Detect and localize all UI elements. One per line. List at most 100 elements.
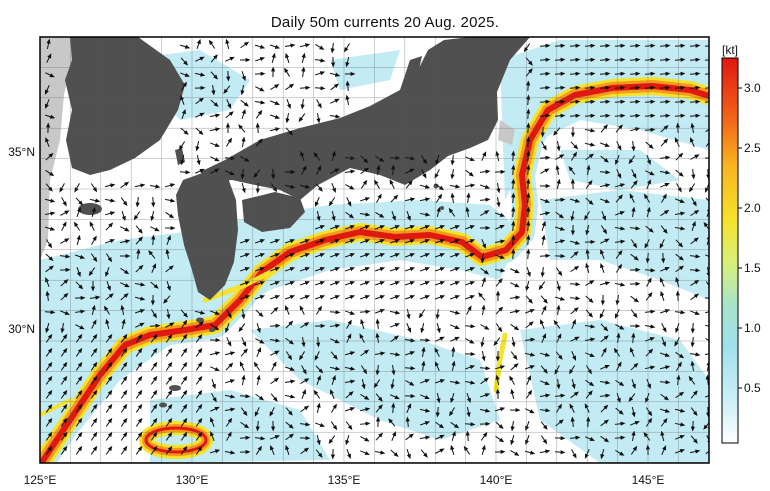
current-arrow bbox=[180, 389, 188, 399]
current-arrow bbox=[510, 268, 520, 274]
current-arrow bbox=[451, 360, 456, 372]
current-arrow bbox=[180, 347, 188, 357]
current-arrow bbox=[420, 253, 431, 258]
current-arrow bbox=[406, 210, 411, 222]
current-arrow bbox=[225, 122, 231, 134]
current-arrow bbox=[285, 281, 296, 286]
current-arrow bbox=[195, 140, 200, 152]
current-arrow bbox=[569, 198, 581, 203]
current-arrow bbox=[675, 198, 685, 203]
current-arrow bbox=[450, 281, 461, 286]
current-arrow bbox=[569, 365, 576, 375]
current-arrow bbox=[526, 248, 531, 260]
current-arrow bbox=[163, 295, 171, 304]
current-arrow bbox=[331, 374, 336, 385]
current-arrow bbox=[584, 99, 596, 104]
current-arrow bbox=[390, 239, 401, 244]
current-arrow bbox=[659, 365, 671, 370]
current-arrow bbox=[286, 99, 291, 110]
current-arrow bbox=[465, 253, 476, 258]
current-arrow bbox=[615, 124, 623, 133]
current-arrow bbox=[120, 375, 128, 385]
current-arrow bbox=[135, 417, 143, 427]
current-arrow bbox=[316, 434, 321, 446]
current-arrow bbox=[494, 268, 506, 273]
current-arrow bbox=[345, 225, 356, 230]
current-arrow bbox=[359, 421, 371, 426]
current-arrow bbox=[300, 253, 311, 258]
current-arrow bbox=[224, 394, 236, 399]
current-arrow bbox=[120, 197, 128, 207]
current-arrow bbox=[405, 281, 416, 286]
current-arrow bbox=[330, 83, 340, 91]
current-arrow bbox=[631, 379, 636, 390]
current-arrow bbox=[75, 431, 83, 441]
current-arrow bbox=[599, 71, 611, 76]
current-arrow bbox=[315, 253, 326, 258]
current-arrow bbox=[420, 225, 431, 230]
current-arrow bbox=[344, 43, 351, 53]
current-arrow bbox=[660, 290, 665, 302]
current-arrow bbox=[150, 361, 158, 371]
current-arrow bbox=[210, 71, 219, 80]
current-arrow bbox=[314, 323, 326, 329]
current-arrow bbox=[676, 361, 682, 371]
current-arrow bbox=[554, 99, 566, 104]
current-arrow bbox=[495, 150, 500, 162]
current-arrow bbox=[166, 234, 171, 245]
current-arrow bbox=[448, 207, 456, 217]
current-arrow bbox=[359, 197, 371, 202]
current-arrow bbox=[120, 403, 128, 413]
current-arrow bbox=[614, 71, 626, 76]
current-arrow bbox=[270, 377, 280, 385]
current-arrow bbox=[44, 310, 56, 315]
current-arrow bbox=[631, 140, 636, 152]
current-arrow bbox=[330, 42, 335, 54]
current-arrow bbox=[299, 351, 305, 361]
current-arrow bbox=[556, 333, 562, 343]
current-arrow bbox=[420, 239, 431, 244]
current-arrow bbox=[539, 449, 551, 454]
current-arrow bbox=[223, 85, 231, 94]
x-axis: 125°E 130°E 135°E 140°E 145°E bbox=[24, 473, 665, 487]
current-arrow bbox=[45, 265, 55, 273]
current-arrow bbox=[599, 170, 611, 175]
current-arrow bbox=[285, 407, 293, 416]
current-arrow bbox=[164, 225, 176, 231]
current-arrow bbox=[539, 43, 551, 48]
current-arrow bbox=[180, 431, 188, 441]
current-arrow bbox=[60, 361, 68, 371]
current-arrow bbox=[631, 406, 636, 418]
current-arrow bbox=[255, 109, 263, 119]
current-vectors bbox=[44, 38, 709, 460]
current-arrow bbox=[195, 347, 203, 357]
current-arrow bbox=[241, 70, 246, 82]
current-arrow bbox=[60, 417, 68, 427]
current-arrow bbox=[208, 39, 216, 49]
current-arrow bbox=[554, 254, 566, 259]
current-arrow bbox=[330, 448, 336, 460]
current-arrow bbox=[301, 52, 306, 64]
current-arrow bbox=[556, 178, 561, 190]
current-arrow bbox=[196, 38, 201, 49]
current-arrow bbox=[255, 338, 265, 344]
current-arrow bbox=[165, 431, 173, 441]
tanegashima-island bbox=[196, 317, 204, 323]
current-arrow bbox=[239, 57, 251, 63]
current-arrow bbox=[614, 85, 626, 90]
current-arrow bbox=[270, 253, 281, 258]
current-arrow bbox=[569, 57, 581, 62]
current-arrow bbox=[511, 234, 516, 246]
current-arrow bbox=[270, 393, 278, 402]
current-arrow bbox=[704, 311, 709, 314]
current-arrow bbox=[269, 323, 281, 328]
current-arrow bbox=[45, 276, 50, 287]
current-arrow bbox=[239, 361, 245, 371]
current-arrow bbox=[510, 363, 519, 371]
current-arrow bbox=[345, 434, 350, 446]
current-arrow bbox=[180, 127, 189, 135]
map-title: Daily 50m currents 20 Aug. 2025. bbox=[270, 14, 500, 31]
current-arrow bbox=[570, 224, 576, 236]
current-arrow bbox=[315, 267, 326, 272]
current-arrow bbox=[45, 431, 53, 441]
